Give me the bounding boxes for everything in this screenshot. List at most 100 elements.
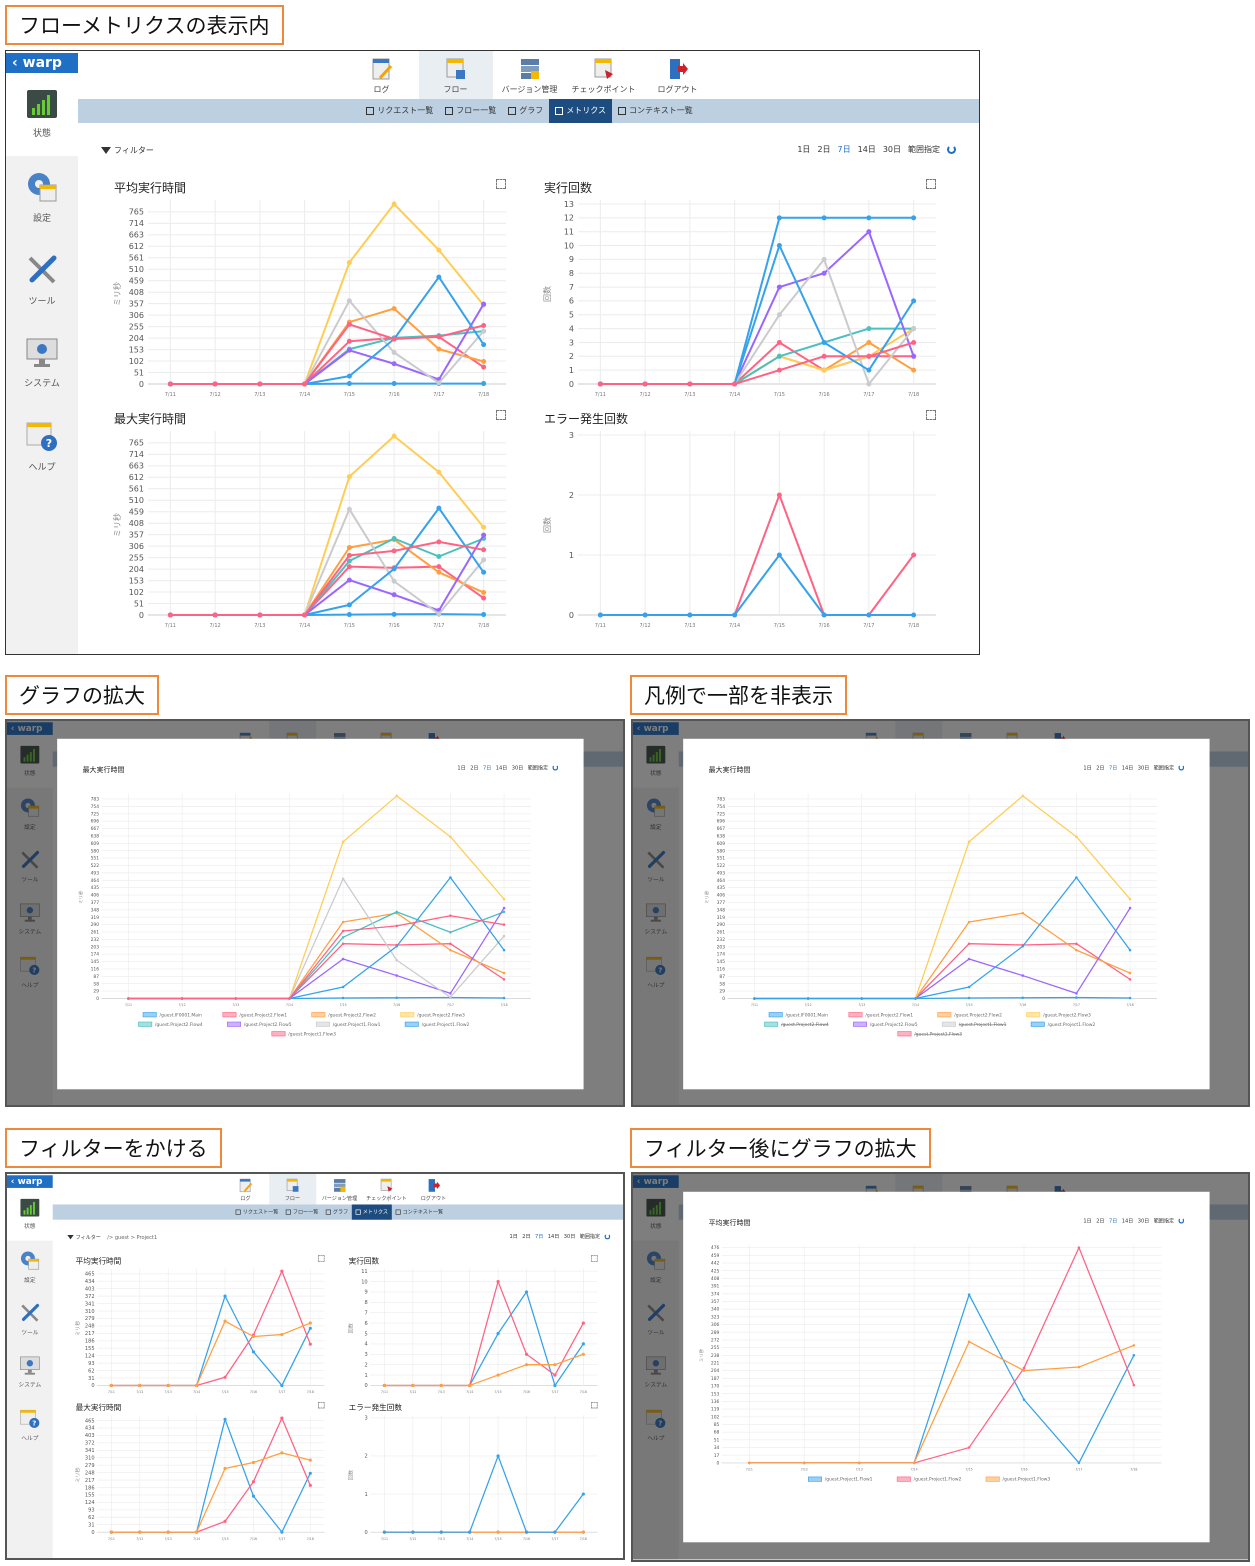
tab-flow-list[interactable]: フロー一覧 [282, 1204, 322, 1219]
range-option[interactable]: 7日 [1108, 764, 1118, 771]
refresh-icon[interactable] [947, 145, 956, 154]
range-option[interactable]: 1日 [1083, 764, 1092, 771]
range-option[interactable]: 2日 [1096, 1217, 1105, 1224]
legend-item[interactable]: /guest.Project1.Flow1 [315, 1021, 381, 1028]
legend-item[interactable]: /guest.Project1.Flow2 [896, 1476, 962, 1483]
range-option[interactable]: 30日 [511, 764, 524, 771]
range-option[interactable]: 範囲指定 [527, 764, 549, 771]
legend-item[interactable]: /guest.Project2.Flow2 [937, 1012, 1002, 1018]
legend-item[interactable]: /guest.Project1.Flow2 [1030, 1021, 1095, 1028]
nav-version[interactable]: バージョン管理 [493, 51, 567, 99]
range-option[interactable]: 範囲指定 [1153, 1217, 1175, 1224]
sidebar-item-system[interactable]: システム [7, 1346, 53, 1399]
sidebar-item-tools[interactable]: ツール [6, 239, 78, 322]
data-point [1075, 948, 1078, 952]
tab-metrics[interactable]: メトリクス [549, 99, 612, 123]
range-option[interactable]: 14日 [495, 764, 508, 771]
expand-icon[interactable] [318, 1401, 325, 1409]
legend-item[interactable]: /guest.Project2.Flow2 [311, 1012, 376, 1018]
sidebar-item-help[interactable]: ? ヘルプ [7, 1399, 53, 1452]
refresh-icon[interactable] [604, 1233, 611, 1240]
line-chart: 0 1 2 3 7/11 7/12 7/13 7/14 7/15 7/16 7/17 7/18 回数 [347, 1415, 598, 1541]
tab-graph[interactable]: グラフ [322, 1204, 352, 1219]
expand-icon[interactable] [926, 179, 936, 189]
range-option[interactable]: 30日 [563, 1233, 576, 1240]
legend-item[interactable]: /guest.Project1.Flow1 [941, 1021, 1007, 1028]
sidebar-item-system[interactable]: システム [6, 322, 78, 405]
refresh-icon[interactable] [552, 764, 559, 771]
nav-logout[interactable]: ログアウト [410, 1174, 457, 1204]
tab-request-list[interactable]: リクエスト一覧 [232, 1204, 282, 1219]
nav-version[interactable]: バージョン管理 [316, 1174, 363, 1204]
nav-flow[interactable]: フロー [268, 1174, 316, 1205]
expand-icon[interactable] [496, 410, 506, 420]
nav-log[interactable]: ログ [345, 51, 419, 99]
legend-item[interactable]: /guest.IF0001.Main [768, 1012, 828, 1018]
range-option[interactable]: 2日 [522, 1233, 531, 1240]
sidebar-item-tools[interactable]: ツール [7, 1293, 53, 1346]
range-option[interactable]: 14日 [1121, 1217, 1134, 1224]
range-option[interactable]: 30日 [1137, 1217, 1150, 1224]
range-option[interactable]: 7日 [482, 764, 492, 771]
expand-icon[interactable] [591, 1255, 598, 1262]
range-option[interactable]: 7日 [837, 145, 851, 154]
expand-icon[interactable] [926, 410, 936, 420]
legend-item[interactable]: /guest.Project1.Flow3 [271, 1031, 336, 1037]
sidebar-item-settings[interactable]: 設定 [7, 1241, 53, 1294]
tab-flow-list[interactable]: フロー一覧 [439, 99, 502, 123]
warp-logo-button[interactable]: ‹ warp [6, 53, 78, 73]
sidebar-item-status[interactable]: 状態 [6, 73, 78, 156]
legend-item[interactable]: /guest.Project2.Flow1 [222, 1012, 287, 1018]
legend-item[interactable]: /guest.Project1.Flow3 [985, 1476, 1050, 1483]
range-option[interactable]: 14日 [1121, 764, 1134, 771]
range-option[interactable]: 1日 [457, 764, 466, 771]
range-option[interactable]: 7日 [1108, 1217, 1118, 1224]
range-option[interactable]: 30日 [882, 145, 901, 154]
range-option[interactable]: 2日 [817, 145, 831, 154]
range-option[interactable]: 1日 [797, 145, 811, 154]
expand-icon[interactable] [591, 1401, 598, 1409]
range-option[interactable]: 2日 [1096, 764, 1105, 771]
nav-checkpoint[interactable]: チェックポイント [567, 51, 641, 99]
tab-graph[interactable]: グラフ [502, 99, 549, 123]
legend-item[interactable]: /guest.Project2.Flow3 [400, 1012, 465, 1018]
range-option[interactable]: 1日 [509, 1233, 518, 1240]
tab-request-list[interactable]: リクエスト一覧 [360, 99, 439, 123]
range-option[interactable]: 30日 [1137, 764, 1150, 771]
nav-checkpoint[interactable]: チェックポイント [363, 1174, 410, 1204]
range-option[interactable]: 範囲指定 [1153, 764, 1175, 771]
warp-logo-button[interactable]: ‹ warp [7, 1175, 53, 1188]
legend-item[interactable]: /guest.Project2.Flow3 [1026, 1012, 1091, 1018]
legend-item[interactable]: /guest.Project2.Flow4 [764, 1021, 829, 1028]
legend-item[interactable]: /guest.Project1.Flow3 [897, 1031, 962, 1037]
tab-context-list[interactable]: コンテキスト一覧 [612, 99, 699, 123]
nav-flow[interactable]: フロー [418, 51, 493, 99]
legend-item[interactable]: /guest.IF0001.Main [142, 1012, 202, 1018]
tab-metrics[interactable]: メトリクス [351, 1204, 392, 1220]
sidebar-item-status[interactable]: 状態 [7, 1187, 53, 1241]
sidebar-item-settings[interactable]: 設定 [6, 156, 78, 239]
filter-button[interactable]: フィルター /> guest > Project1 [101, 145, 154, 156]
legend-item[interactable]: /guest.Project2.Flow4 [138, 1021, 203, 1028]
legend-item[interactable]: /guest.Project2.Flow5 [853, 1021, 918, 1028]
refresh-icon[interactable] [1178, 764, 1185, 771]
sidebar-item-help[interactable]: ? ヘルプ [6, 405, 78, 488]
range-option[interactable]: 14日 [547, 1233, 560, 1240]
expand-icon[interactable] [496, 179, 506, 189]
range-option[interactable]: 1日 [1083, 1217, 1092, 1224]
nav-log[interactable]: ログ [222, 1174, 269, 1204]
range-option[interactable]: 範囲指定 [908, 145, 940, 154]
legend-item[interactable]: /guest.Project2.Flow1 [848, 1012, 913, 1018]
range-option[interactable]: 2日 [470, 764, 479, 771]
range-option[interactable]: 7日 [535, 1233, 544, 1240]
range-option[interactable]: 14日 [857, 145, 876, 154]
nav-logout[interactable]: ログアウト [641, 51, 715, 99]
legend-item[interactable]: /guest.Project1.Flow2 [404, 1021, 469, 1028]
expand-icon[interactable] [318, 1255, 325, 1262]
range-option[interactable]: 範囲指定 [579, 1233, 601, 1240]
filter-button[interactable]: フィルター /> guest > Project1 [67, 1234, 157, 1241]
refresh-icon[interactable] [1178, 1217, 1185, 1224]
legend-item[interactable]: /guest.Project1.Flow1 [807, 1476, 873, 1483]
legend-item[interactable]: /guest.Project2.Flow5 [227, 1021, 292, 1028]
tab-context-list[interactable]: コンテキスト一覧 [392, 1204, 447, 1219]
